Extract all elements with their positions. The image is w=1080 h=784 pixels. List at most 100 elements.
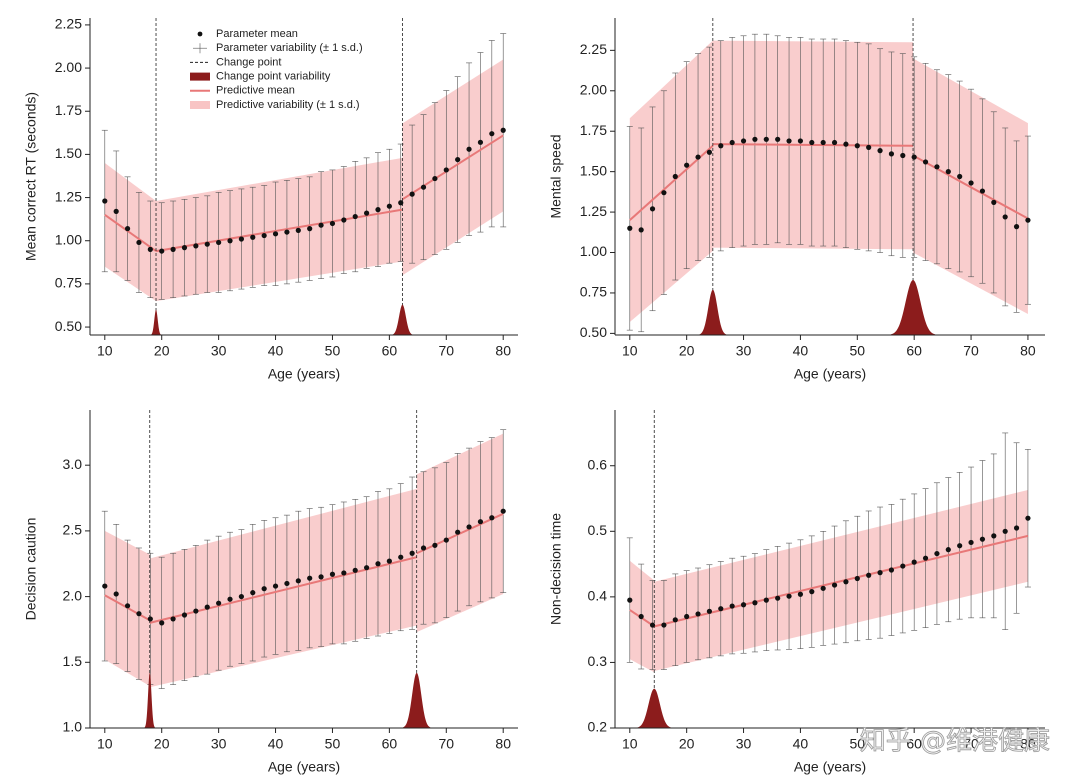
parameter-mean [193, 243, 199, 249]
parameter-mean [866, 572, 872, 578]
parameter-mean [227, 238, 233, 244]
x-tick-label: 70 [963, 343, 979, 359]
parameter-mean [329, 571, 336, 577]
x-tick-label: 50 [325, 736, 341, 752]
predictive-mean [654, 534, 1029, 628]
parameter-mean [181, 612, 188, 618]
x-tick-label: 20 [154, 736, 170, 752]
parameter-mean [170, 246, 176, 252]
x-tick-label: 30 [736, 736, 752, 752]
parameter-mean [627, 225, 633, 231]
y-tick-label: 1.25 [580, 203, 607, 219]
parameter-mean [1013, 224, 1020, 230]
parameter-mean [979, 536, 986, 542]
legend-label: Parameter mean [216, 28, 298, 40]
parameter-mean [409, 550, 415, 556]
x-tick-label: 30 [736, 343, 752, 359]
x-tick-label: 50 [850, 343, 866, 359]
parameter-mean [204, 604, 210, 610]
parameter-mean [649, 622, 656, 628]
x-tick-label: 20 [679, 736, 695, 752]
parameter-mean [489, 515, 495, 521]
parameter-mean [284, 580, 290, 587]
x-tick-label: 40 [793, 343, 809, 359]
y-tick-label: 1.00 [55, 231, 82, 247]
x-tick-label: 50 [325, 343, 341, 359]
parameter-mean [227, 596, 233, 602]
parameter-mean [740, 138, 747, 144]
parameter-mean [854, 143, 860, 149]
parameter-mean [352, 213, 358, 220]
parameter-mean [216, 239, 222, 246]
x-axis-label: Age (years) [794, 366, 866, 382]
parameter-mean [831, 139, 838, 146]
parameter-mean [420, 545, 427, 551]
x-tick-label: 80 [495, 736, 511, 752]
parameter-mean [489, 131, 495, 137]
parameter-mean [968, 180, 974, 186]
parameter-mean [295, 227, 301, 233]
parameter-mean [1025, 217, 1031, 223]
parameter-mean [443, 537, 449, 543]
parameter-mean [786, 138, 792, 144]
parameter-mean [752, 600, 758, 606]
parameter-mean [136, 239, 142, 246]
legend-predictive-variability-marker [190, 101, 210, 109]
y-tick-label: 1.00 [580, 243, 607, 259]
y-axis-label: Decision caution [23, 518, 39, 621]
predictive-mean [712, 143, 914, 147]
parameter-mean [763, 597, 769, 603]
y-axis-label: Mental speed [548, 134, 564, 218]
parameter-mean [181, 245, 188, 251]
parameter-mean [661, 190, 667, 196]
parameter-mean [443, 167, 449, 173]
change-point-distribution [637, 688, 672, 728]
parameter-mean [409, 191, 415, 197]
legend-label: Predictive variability (± 1 s.d.) [216, 99, 360, 111]
parameter-mean [900, 152, 906, 159]
parameter-mean [797, 591, 804, 597]
parameter-mean [250, 234, 256, 240]
x-axis-label: Age (years) [268, 759, 340, 775]
parameter-mean [238, 593, 244, 600]
x-tick-label: 20 [154, 343, 170, 359]
parameter-mean [934, 164, 940, 170]
y-axis-label: Non-decision time [548, 513, 564, 625]
x-tick-label: 60 [382, 343, 398, 359]
x-tick-label: 70 [438, 736, 454, 752]
parameter-mean [250, 590, 256, 596]
x-tick-label: 10 [97, 736, 113, 752]
parameter-mean [102, 198, 108, 204]
parameter-mean [888, 567, 895, 573]
legend: Parameter mean Parameter variability (± 1… [190, 28, 363, 111]
parameter-mean [147, 616, 153, 622]
y-tick-label: 1.75 [580, 122, 607, 138]
parameter-mean [684, 613, 690, 620]
parameter-mean [386, 203, 392, 209]
watermark: 知乎 @维港健康 [860, 727, 1050, 757]
y-tick-label: 0.3 [588, 653, 608, 669]
parameter-mean [979, 188, 986, 194]
parameter-mean [809, 589, 815, 595]
legend-label: Predictive mean [216, 85, 295, 97]
parameter-mean [957, 543, 963, 549]
y-tick-label: 0.4 [588, 588, 608, 604]
predictive-mean [104, 214, 157, 252]
x-tick-label: 30 [211, 736, 227, 752]
parameter-mean [934, 550, 940, 557]
parameter-mean [500, 508, 506, 514]
parameter-mean [706, 608, 713, 614]
parameter-mean [113, 591, 119, 597]
parameter-mean [718, 606, 724, 612]
change-point-distribution [144, 672, 155, 728]
parameter-mean [1002, 528, 1008, 534]
parameter-mean [420, 184, 427, 190]
parameter-mean [786, 593, 792, 599]
parameter-mean [752, 136, 758, 142]
y-tick-label: 1.0 [63, 719, 83, 735]
parameter-mean [866, 144, 872, 150]
parameter-mean [307, 226, 313, 232]
parameter-mean [159, 620, 165, 626]
x-tick-label: 20 [679, 343, 695, 359]
parameter-mean [375, 207, 381, 213]
